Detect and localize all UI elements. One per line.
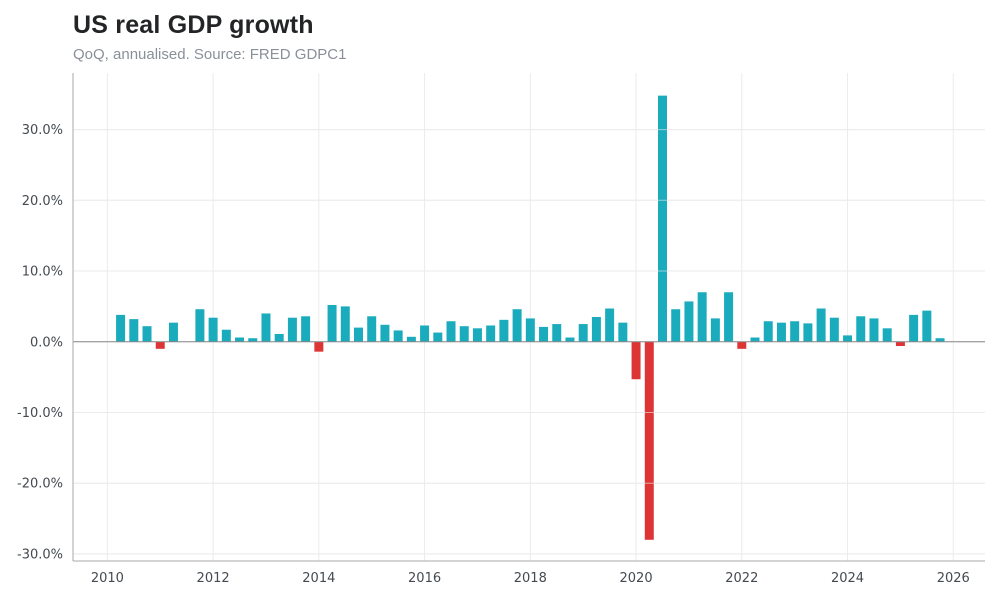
x-tick-label: 2026 [937,571,970,586]
gdp-bar [631,341,641,380]
y-tick-label: -10.0% [17,406,63,421]
gdp-bar [843,335,853,342]
gdp-bar [644,341,654,540]
x-tick-label: 2018 [514,571,547,586]
gdp-bar [433,332,443,342]
axis-layer: 2010 2012 2014 2016 2018 2020 2022 2024 2026 -30.… [17,73,985,586]
bars-layer [73,95,985,555]
gdp-bar [750,337,760,342]
gdp-bar [922,310,932,342]
gdp-bar [552,324,562,342]
gdp-bar [869,318,879,342]
gdp-bar [816,308,826,342]
gdp-bar [710,318,720,342]
gdp-bar [499,319,509,342]
gdp-bar [287,317,297,342]
gdp-bar [856,316,866,342]
gdp-bar [605,308,615,342]
gdp-bar [380,324,390,342]
gdp-bar [142,326,152,342]
gdp-bar [895,341,905,346]
gdp-bar [909,314,919,342]
gdp-bar [221,329,231,342]
gdp-bar [658,95,667,342]
chart-title: US real GDP growth [73,11,314,39]
gdp-bar [486,325,496,342]
gdp-bar [129,319,139,342]
gdp-bar [301,316,311,342]
gdp-bar [591,317,601,342]
y-tick-label: 30.0% [22,123,63,138]
x-tick-label: 2012 [197,571,230,586]
gdp-bar [314,341,324,352]
gdp-bar [539,326,549,342]
gdp-bar [618,322,628,342]
gdp-bar [261,313,271,342]
gdp-bar [724,292,734,342]
gdp-bar [420,325,430,342]
gdp-bar [367,316,377,342]
x-tick-label: 2010 [91,571,124,586]
x-tick-label: 2022 [725,571,758,586]
gdp-bar [472,328,482,342]
gdp-bar [935,338,945,342]
gdp-bar [406,336,416,342]
gdp-bar [274,333,284,342]
x-tick-label: 2024 [831,571,864,586]
gdp-bar [763,321,773,342]
gdp-bar [737,341,747,349]
gdp-bar [578,324,588,342]
gdp-bar [803,323,813,342]
gdp-bar [340,306,350,342]
y-tick-label: -20.0% [17,477,63,492]
y-tick-label: 10.0% [22,265,63,280]
gdp-bar [195,309,205,342]
gdp-bar [565,337,575,342]
x-tick-label: 2016 [408,571,441,586]
gdp-bar [697,292,707,342]
gdp-bar [248,338,258,342]
gdp-bar [684,301,694,342]
gdp-bar [525,318,535,342]
gdp-bar [446,321,456,342]
gdp-bar [459,326,469,342]
y-tick-label: 20.0% [22,194,63,209]
gdp-bar [882,328,892,342]
gdp-bar [393,330,403,342]
gdp-bar [512,309,522,342]
gdp-bar [354,327,363,342]
x-tick-label: 2014 [302,571,335,586]
gdp-bar [208,317,218,342]
gdp-bar [116,314,126,342]
gdp-bar [790,321,800,342]
gdp-bar [776,322,786,342]
grid-layer [73,73,985,561]
gdp-bar [155,341,165,349]
x-tick-label: 2020 [620,571,653,586]
y-tick-label: 0.0% [30,335,63,350]
gdp-bar [829,317,839,342]
gdp-bar [235,337,245,342]
y-tick-label: -30.0% [17,547,63,562]
gdp-bar [327,304,337,342]
chart-subtitle: QoQ, annualised. Source: FRED GDPC1 [73,46,347,63]
gdp-bar [671,309,681,342]
gdp-bar [168,322,178,342]
